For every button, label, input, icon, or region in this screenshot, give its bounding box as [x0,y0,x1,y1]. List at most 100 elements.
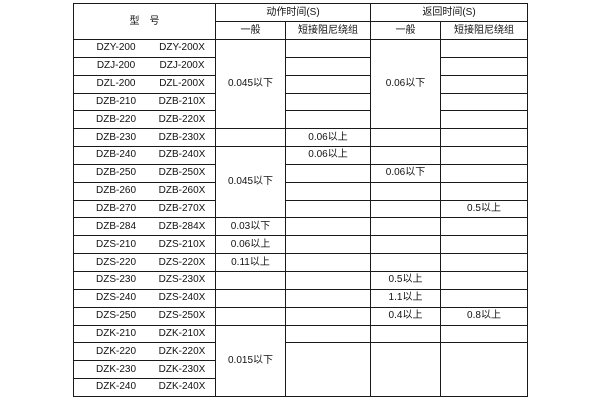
model-cell: DZS-220 DZS-220X [73,253,216,272]
model-primary: DZK-210 [95,327,136,339]
return-damping-cell [440,270,528,290]
model-primary: DZB-230 [95,131,136,143]
model-variant: DZS-210X [158,238,206,250]
model-variant: DZS-230X [158,274,206,286]
model-primary: DZB-284 [95,220,136,232]
model-variant: DZB-210X [158,95,206,107]
return-damping-cell [440,56,528,76]
return-damping-cell [440,128,528,148]
model-variant: DZB-230X [158,131,206,143]
return-general-cell: 0.06以下 [370,163,441,183]
return-damping-cell [440,288,528,308]
return-general-cell: 0.06以下 [370,38,441,130]
model-variant: DZB-220X [158,113,206,125]
model-primary: DZB-270 [95,203,136,215]
model-cell: DZB-240 DZB-240X [73,146,216,165]
model-cell: DZL-200 DZL-200X [73,74,216,94]
return-general-cell: 0.4以上 [370,306,441,326]
return-general-cell [370,324,441,344]
model-cell: DZS-230 DZS-230X [73,270,216,290]
action-damping-cell: 0.06以上 [285,146,371,165]
return-general-cell [370,217,441,237]
model-variant: DZS-220X [158,256,206,268]
model-cell: DZS-240 DZS-240X [73,288,216,308]
return-general-cell: 0.5以上 [370,270,441,290]
model-cell: DZK-210 DZK-210X [73,324,216,344]
model-primary: DZB-240 [95,149,136,161]
table-row: DZB-240 DZB-240X 0.045以下 0.06以上 [73,146,528,219]
action-general-cell: 0.11以上 [215,253,286,272]
action-general-cell: 0.045以下 [215,146,286,219]
model-cell: DZS-210 DZS-210X [73,235,216,255]
table-row: DZB-284 DZB-284X 0.03以下 [73,217,528,237]
action-general-cell [215,288,286,308]
action-damping-cell [285,288,371,308]
table-row: DZK-210 DZK-210X 0.015以下 [73,324,528,397]
model-primary: DZL-200 [96,78,136,90]
model-primary: DZB-220 [95,113,136,125]
table-row: DZK-220 DZK-220X [73,342,528,397]
model-variant: DZK-210X [158,327,206,339]
return-general-cell [370,128,441,148]
model-variant: DZK-240X [158,381,206,393]
model-variant: DZS-240X [158,292,206,304]
table-row: DZS-230 DZS-230X 0.5以上 [73,270,528,290]
return-general-cell [370,342,441,397]
action-time-header: 动作时间(S) [215,3,371,22]
model-variant: DZB-240X [158,149,206,161]
return-damping-cell [440,342,528,397]
model-cell: DZK-220 DZK-220X [73,342,216,362]
model-variant: DZB-270X [158,203,206,215]
return-damping-cell [440,324,528,344]
model-cell: DZY-200 DZY-200X [73,39,216,58]
return-time-header: 返回时间(S) [370,3,528,22]
model-cell: DZK-230 DZK-230X [73,360,216,380]
model-cell: DZJ-200 DZJ-200X [73,56,216,76]
action-general-cell: 0.06以上 [215,235,286,255]
return-damping-header: 短接阻尼绕组 [440,21,528,40]
action-damping-cell [285,342,371,397]
return-damping-cell: 0.5以上 [440,199,528,219]
return-damping-cell [440,92,528,112]
return-general-cell [370,235,441,255]
return-damping-cell [440,235,528,255]
action-damping-cell [285,56,371,76]
model-cell: DZS-250 DZS-250X [73,306,216,326]
action-damping-cell [285,181,371,201]
return-general-cell [370,199,441,219]
table-row: DZB-250 DZB-250X 0.06以下 [73,163,528,183]
action-damping-header: 短接阻尼绕组 [285,21,371,40]
table-row: DZB-220 DZB-220X [73,110,528,130]
return-damping-cell [440,39,528,58]
action-damping-cell [285,235,371,255]
model-variant: DZL-200X [159,78,205,90]
return-damping-cell: 0.8以上 [440,306,528,326]
action-general-cell [215,270,286,290]
table-row: DZS-210 DZS-210X 0.06以上 [73,235,528,255]
model-cell: DZB-230 DZB-230X [73,128,216,148]
model-primary: DZS-230 [95,274,136,286]
table-row: DZK-230 DZK-230X [73,360,528,380]
return-general-cell: 1.1以上 [370,288,441,308]
model-primary: DZK-230 [95,363,136,375]
model-variant: DZJ-200X [159,60,205,72]
action-damping-cell [285,39,371,58]
action-general-header: 一般 [215,21,286,40]
table-row: DZB-230 DZB-230X 0.06以上 [73,128,528,148]
model-primary: DZB-210 [95,95,136,107]
return-damping-cell [440,181,528,201]
return-general-cell [370,181,441,201]
table-row: DZB-260 DZB-260X [73,181,528,201]
model-primary: DZK-220 [95,345,136,357]
action-damping-cell [285,74,371,94]
action-general-cell: 0.015以下 [215,324,286,397]
table-row: DZB-210 DZB-210X [73,92,528,112]
model-primary: DZS-220 [95,256,136,268]
model-cell: DZB-210 DZB-210X [73,92,216,112]
action-damping-cell: 0.06以上 [285,128,371,148]
return-damping-cell [440,163,528,183]
model-variant: DZY-200X [159,42,205,54]
table-row: DZY-200 DZY-200X 0.045以下 0.06以下 [73,38,528,130]
model-primary: DZS-240 [95,292,136,304]
model-cell: DZB-260 DZB-260X [73,181,216,201]
